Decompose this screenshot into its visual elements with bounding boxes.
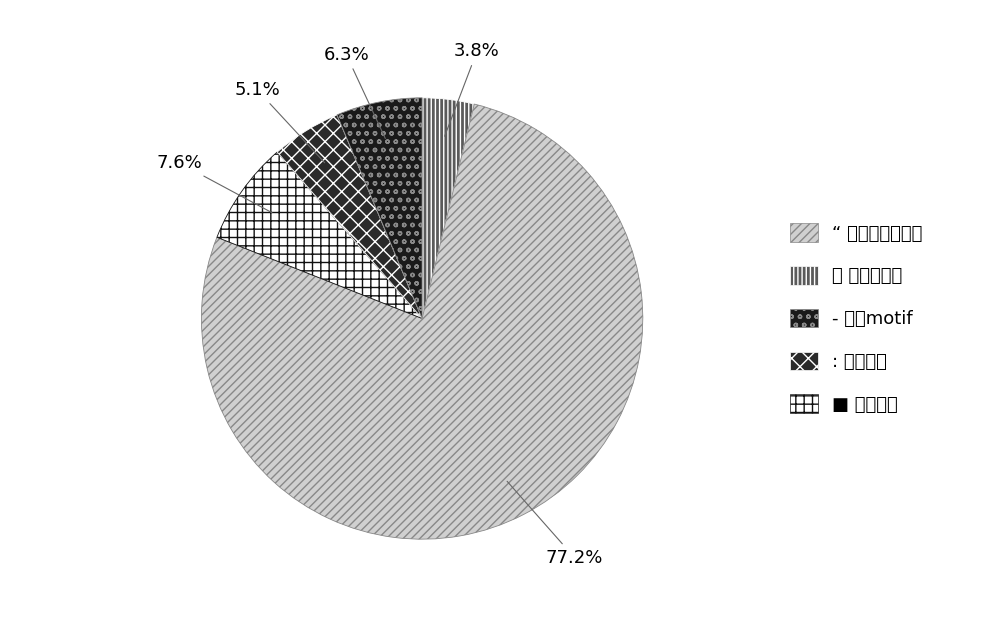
Text: 77.2%: 77.2%: [507, 482, 603, 567]
Wedge shape: [217, 152, 422, 318]
Wedge shape: [422, 98, 474, 318]
Wedge shape: [201, 104, 643, 539]
Wedge shape: [277, 115, 422, 318]
Text: 6.3%: 6.3%: [323, 45, 385, 139]
Text: 5.1%: 5.1%: [234, 81, 325, 163]
Text: 7.6%: 7.6%: [157, 154, 272, 213]
Wedge shape: [337, 98, 422, 318]
Text: 3.8%: 3.8%: [445, 42, 500, 136]
Legend: “ 氨基酸相对构成, 、 进化保守性, - 序列motif, : 二级结构, ■ 理化属性: “ 氨基酸相对构成, 、 进化保守性, - 序列motif, : 二级结构, ■…: [783, 216, 930, 421]
